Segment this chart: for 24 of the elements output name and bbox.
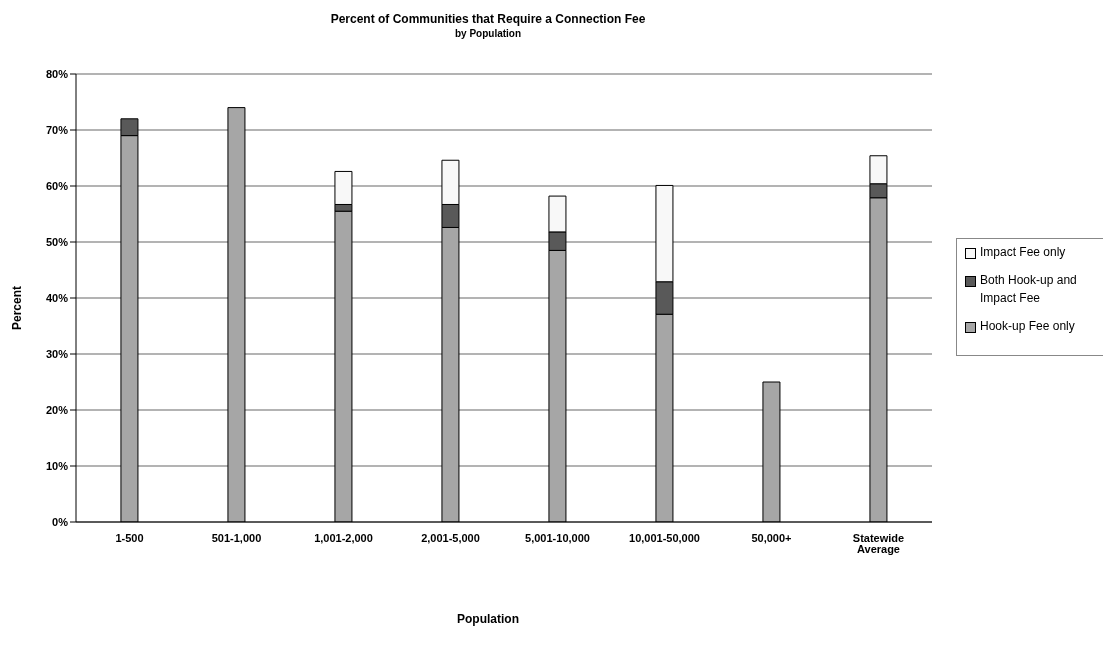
legend-label: Hook-up Fee only	[980, 318, 1075, 335]
x-tick-label: 1-500	[115, 531, 144, 544]
x-tick-label: 10,001-50,000	[629, 531, 700, 544]
x-tick-label: 501-1,000	[211, 531, 262, 544]
y-tick-label: 80%	[45, 67, 69, 80]
x-tick-label: 2,001-5,000	[421, 531, 480, 544]
x-tick-label: 50,000+	[751, 531, 792, 544]
y-axis-title: Percent	[10, 285, 24, 331]
y-tick-label: 50%	[45, 235, 69, 248]
y-tick-label: 60%	[45, 179, 69, 192]
chart-title: Percent of Communities that Require a Connection Fee	[329, 12, 647, 26]
x-tick-label: 5,001-10,000	[525, 531, 590, 544]
y-tick-label: 40%	[45, 291, 69, 304]
chart-subtitle: by Population	[453, 28, 523, 39]
x-axis-title: Population	[456, 612, 520, 626]
y-tick-label: 0%	[52, 515, 69, 528]
y-tick-label: 10%	[45, 459, 69, 472]
y-tick-label: 20%	[45, 403, 69, 416]
y-tick-label: 70%	[45, 123, 69, 136]
legend-label: Impact Fee only	[980, 244, 1066, 261]
legend-label: Both Hook-up and Impact Fee	[980, 272, 1078, 307]
y-tick-label: 30%	[45, 347, 69, 360]
x-tick-label: Statewide Average	[852, 531, 905, 555]
x-tick-label: 1,001-2,000	[314, 531, 373, 544]
